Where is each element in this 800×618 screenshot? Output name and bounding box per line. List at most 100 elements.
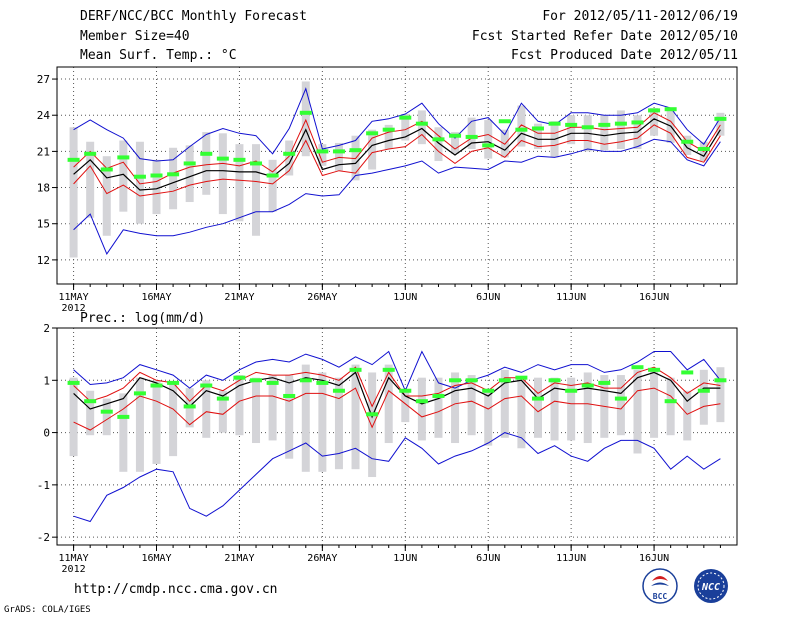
- temp-marker: [465, 134, 478, 139]
- prec-marker: [200, 383, 213, 388]
- chart-title: DERF/NCC/BCC Monthly Forecast: [80, 9, 307, 24]
- prec-marker: [117, 414, 130, 419]
- temp-year-label: 2012: [62, 303, 86, 314]
- prec-spread-box: [268, 375, 277, 441]
- prec-marker: [598, 380, 611, 385]
- prec-spread-box: [218, 390, 227, 433]
- grads-credit: GrADS: COLA/IGES: [4, 605, 91, 615]
- prec-spread-box: [384, 364, 393, 444]
- temp-marker: [648, 108, 661, 113]
- temp-spread-box: [616, 110, 625, 149]
- member-size-label: Member Size=40: [80, 29, 190, 44]
- temp-x-tick-label: 26MAY: [307, 292, 337, 303]
- prec-marker: [664, 399, 677, 404]
- prec-x-tick-label: 6JUN: [476, 553, 500, 564]
- prec-spread-box: [202, 380, 211, 438]
- temp-marker: [548, 121, 561, 126]
- temp-spread-box: [334, 142, 343, 171]
- prec-y-tick-label: 2: [43, 322, 50, 335]
- prec-spread-box: [666, 377, 675, 436]
- prec-spread-box: [152, 380, 161, 464]
- temp-marker: [67, 157, 80, 162]
- temp-x-tick-label: 1JUN: [393, 292, 417, 303]
- temp-spread-box: [716, 112, 725, 136]
- temp-marker: [117, 155, 130, 160]
- prec-spread-box: [235, 375, 244, 436]
- temp-marker: [250, 161, 263, 166]
- prec-lower-line: [73, 387, 721, 431]
- prec-spread-box: [301, 364, 310, 472]
- temp-lower-line: [73, 124, 721, 197]
- prec-plot-frame: [56, 327, 738, 546]
- prec-spread-box: [351, 364, 360, 470]
- temp-x-tick-label: 11JUN: [556, 292, 586, 303]
- temp-spread-box: [119, 140, 128, 212]
- temp-x-tick-label: 16JUN: [639, 292, 669, 303]
- prec-spread-box: [567, 377, 576, 441]
- prec-spread-box: [484, 390, 493, 446]
- prec-panel: -2 -1 0 1 2 11MAY 16MAY 21MAY 26MAY 1JUN 6JUN 11JUN…: [37, 311, 738, 575]
- footer-url[interactable]: http://cmdp.ncc.cma.gov.cn: [74, 582, 278, 597]
- temp-spread-box: [368, 129, 377, 170]
- temp-marker: [200, 151, 213, 156]
- temp-y-tick-label: 24: [37, 109, 51, 122]
- prec-spread-box: [517, 377, 526, 449]
- temp-spread-box: [102, 156, 111, 236]
- prec-spread-box: [434, 377, 443, 438]
- temp-spread-box: [401, 114, 410, 141]
- temp-x-tick-label: 6JUN: [476, 292, 500, 303]
- prec-marker: [366, 412, 379, 417]
- prec-marker: [681, 370, 694, 375]
- prec-marker: [283, 393, 296, 398]
- temp-y-tick-label: 21: [37, 145, 50, 158]
- temp-spread-box: [285, 140, 294, 176]
- prec-marker: [498, 378, 511, 383]
- prec-y-tick-label: 0: [43, 427, 50, 440]
- prec-spread-box: [500, 369, 509, 438]
- prec-min-line: [73, 432, 721, 523]
- prec-marker: [399, 388, 412, 393]
- prec-marker: [349, 367, 362, 372]
- temp-x-tick-label: 16MAY: [141, 292, 171, 303]
- temp-marker: [581, 125, 594, 130]
- temp-marker: [498, 119, 511, 124]
- bcc-logo-text: BCC: [653, 592, 668, 601]
- prec-spread-box: [318, 372, 327, 472]
- prec-max-line: [73, 350, 721, 392]
- temp-spread-box: [185, 145, 194, 203]
- prec-marker: [266, 380, 279, 385]
- temp-spread-box: [467, 117, 476, 149]
- temp-spread-box: [252, 144, 261, 236]
- temp-marker: [531, 126, 544, 131]
- agency-logos: BCC NCC: [642, 568, 728, 604]
- prec-x-tick-label: 21MAY: [224, 553, 254, 564]
- temp-marker: [349, 148, 362, 153]
- temp-marker: [714, 116, 727, 121]
- prec-marker: [614, 396, 627, 401]
- prec-spread-box: [334, 377, 343, 470]
- variable-label: Mean Surf. Temp.: °C: [80, 48, 237, 63]
- prec-x-tick-label: 11JUN: [556, 553, 586, 564]
- temp-spread-box: [600, 115, 609, 151]
- temp-spread-box: [567, 115, 576, 145]
- prec-spread-box: [633, 369, 642, 454]
- temp-spread-box: [69, 127, 78, 258]
- temp-marker: [316, 149, 329, 154]
- temp-spread-box: [384, 124, 393, 149]
- prec-marker: [216, 396, 229, 401]
- temp-marker: [283, 151, 296, 156]
- temp-spread-box: [434, 127, 443, 162]
- prec-marker: [449, 378, 462, 383]
- temp-x-tick-label: 11MAY: [59, 292, 89, 303]
- temp-spread-box: [484, 120, 493, 159]
- temp-spread-box: [218, 133, 227, 215]
- temp-marker: [415, 121, 428, 126]
- prec-marker: [648, 367, 661, 372]
- temp-plot-frame: [56, 66, 738, 285]
- forecast-period: For 2012/05/11-2012/06/19: [542, 9, 738, 24]
- temp-marker: [664, 107, 677, 112]
- temp-y-tick-label: 27: [37, 73, 50, 86]
- bcc-logo: BCC: [642, 568, 678, 604]
- prec-marker: [415, 399, 428, 404]
